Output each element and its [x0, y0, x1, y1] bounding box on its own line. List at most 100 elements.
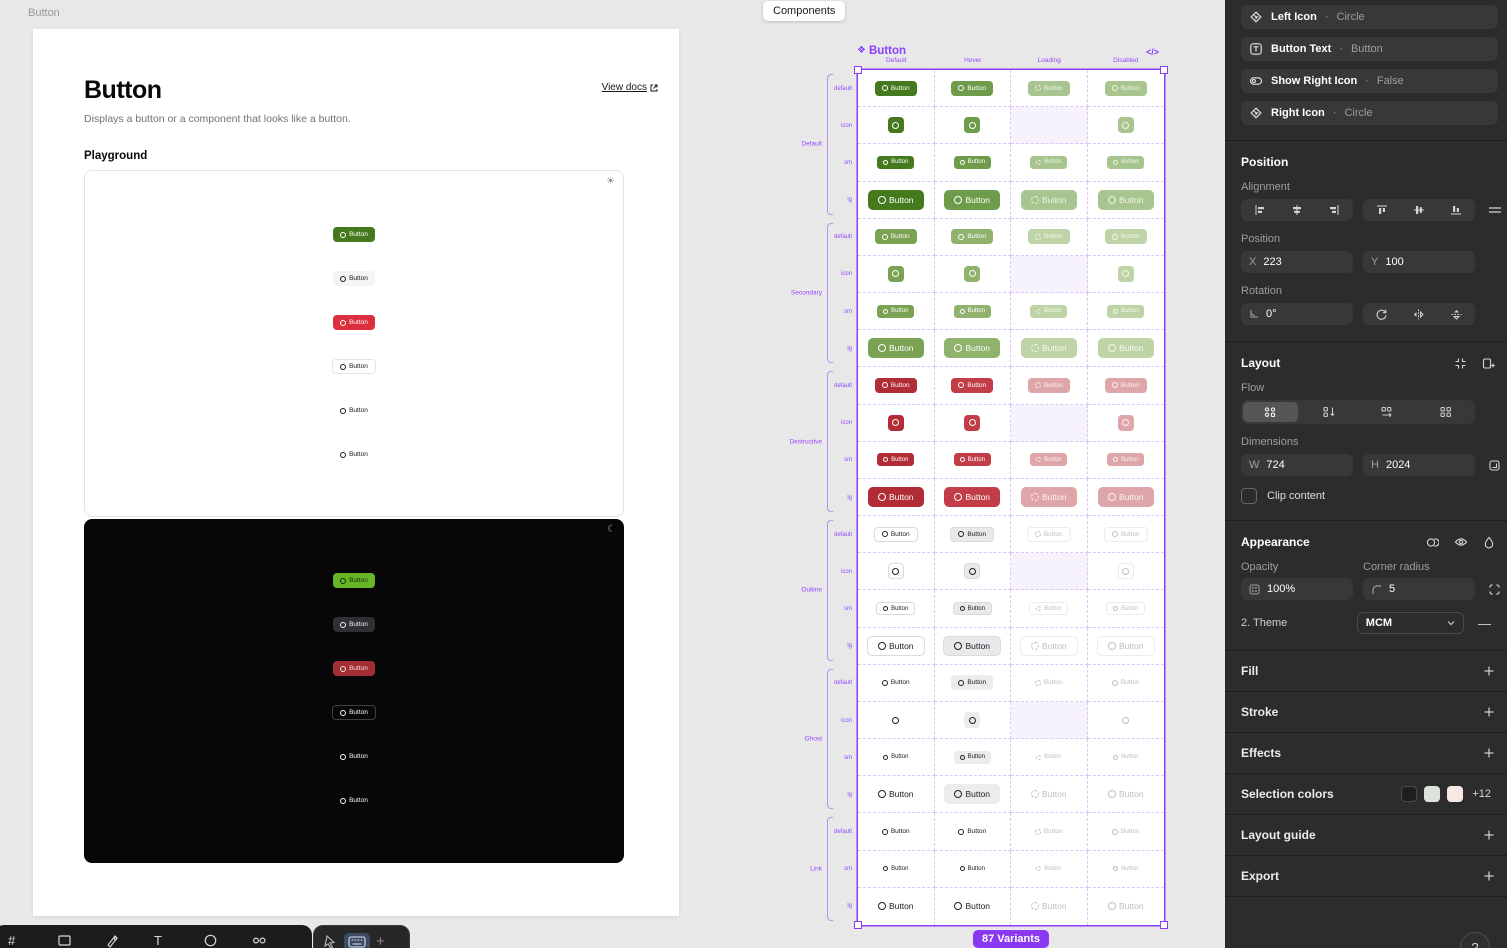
playground-button-secondary[interactable]: Button — [333, 617, 375, 632]
theme-dropdown[interactable]: MCM — [1356, 612, 1464, 634]
row-label-sm[interactable]: sm — [844, 457, 852, 464]
variant-button-outline-lg-loading[interactable]: Button — [1019, 635, 1078, 656]
variant-button-primary-default-loading[interactable]: Button — [1027, 80, 1070, 96]
variant-button-primary-lg-loading[interactable]: Button — [1020, 189, 1077, 210]
variant-button-destructive-lg-default[interactable]: Button — [867, 486, 924, 507]
row-label-icon[interactable]: icon — [840, 568, 852, 575]
variant-button-destructive-sm-disabled[interactable]: Button — [1107, 453, 1145, 467]
variant-button-ghost-default-default[interactable]: Button — [875, 675, 917, 690]
row-label-icon[interactable]: icon — [840, 420, 852, 427]
variant-button-primary-default-hover[interactable]: Button — [951, 80, 994, 96]
playground-button-link[interactable]: Button — [333, 793, 375, 808]
component-property-show-right-icon[interactable]: Show Right Icon · False — [1241, 69, 1498, 93]
variant-button-destructive-icon-hover[interactable] — [964, 414, 981, 431]
add-auto-layout-icon[interactable] — [1482, 357, 1495, 370]
variant-button-destructive-sm-default[interactable]: Button — [877, 453, 915, 467]
text-tool-icon[interactable]: T — [154, 933, 162, 948]
variant-button-destructive-default-loading[interactable]: Button — [1027, 377, 1070, 393]
variant-button-primary-icon-hover[interactable] — [964, 117, 981, 134]
variant-button-destructive-icon-default[interactable] — [887, 414, 904, 431]
variant-button-outline-icon-default[interactable] — [887, 563, 904, 580]
row-label-lg[interactable]: lg — [847, 643, 852, 650]
variant-button-link-lg-disabled[interactable]: Button — [1098, 896, 1154, 916]
variant-button-secondary-lg-loading[interactable]: Button — [1020, 338, 1077, 359]
variant-button-outline-sm-disabled[interactable]: Button — [1106, 602, 1146, 615]
variant-button-ghost-default-disabled[interactable]: Button — [1105, 675, 1147, 690]
remove-theme-icon[interactable]: — — [1478, 615, 1491, 631]
variant-button-primary-sm-default[interactable]: Button — [877, 155, 915, 169]
align-top-icon[interactable] — [1376, 204, 1388, 216]
variant-button-secondary-icon-disabled[interactable] — [1117, 265, 1134, 282]
variant-button-destructive-lg-loading[interactable]: Button — [1020, 486, 1077, 507]
group-label-outline[interactable]: Outline — [801, 586, 822, 594]
opacity-field[interactable]: 100% — [1241, 578, 1353, 600]
tidy-up-icon[interactable] — [1488, 204, 1502, 216]
row-label-lg[interactable]: lg — [847, 197, 852, 204]
variant-button-secondary-sm-loading[interactable]: Button — [1030, 304, 1068, 318]
row-label-icon[interactable]: icon — [840, 717, 852, 724]
add-layout-guide-icon[interactable] — [1483, 829, 1495, 841]
variant-button-destructive-default-disabled[interactable]: Button — [1104, 377, 1147, 393]
constrain-proportions-icon[interactable] — [1488, 459, 1501, 472]
selection-handle[interactable] — [1160, 921, 1168, 929]
add-export-icon[interactable] — [1483, 870, 1495, 882]
variant-button-destructive-default-hover[interactable]: Button — [951, 377, 994, 393]
variants-badge[interactable]: 87 Variants — [972, 930, 1050, 948]
variant-button-primary-lg-hover[interactable]: Button — [944, 189, 1001, 210]
component-property-left-icon[interactable]: Left Icon · Circle — [1241, 5, 1498, 29]
row-label-default[interactable]: default — [833, 382, 852, 389]
align-left-icon[interactable] — [1254, 204, 1266, 216]
ellipse-tool-icon[interactable] — [203, 933, 252, 948]
variant-button-ghost-icon-disabled[interactable] — [1118, 712, 1134, 728]
sun-icon[interactable]: ☀ — [606, 176, 615, 187]
rotation-field[interactable]: 0° — [1241, 303, 1353, 325]
variant-button-link-default-hover[interactable]: Button — [951, 824, 993, 839]
group-label-destructive[interactable]: Destructive — [789, 438, 822, 446]
variant-button-link-sm-disabled[interactable]: Button — [1107, 862, 1144, 875]
variant-button-secondary-icon-default[interactable] — [887, 265, 904, 282]
variant-button-outline-sm-loading[interactable]: Button — [1029, 602, 1069, 615]
rectangle-tool-icon[interactable] — [57, 933, 106, 948]
component-set-title[interactable]: ❖ Button — [857, 45, 906, 57]
droplet-icon[interactable] — [1483, 536, 1495, 549]
variant-button-primary-icon-disabled[interactable] — [1117, 117, 1134, 134]
variant-button-outline-default-hover[interactable]: Button — [950, 526, 995, 542]
variant-button-link-lg-default[interactable]: Button — [868, 896, 924, 916]
row-label-default[interactable]: default — [833, 234, 852, 241]
frame-label-doc-page[interactable]: Button — [28, 7, 60, 19]
component-property-button-text[interactable]: Button Text · Button — [1241, 37, 1498, 61]
align-bottom-icon[interactable] — [1450, 204, 1462, 216]
pen-tool-icon[interactable] — [105, 933, 154, 948]
variant-button-destructive-default-default[interactable]: Button — [874, 377, 917, 393]
blend-mode-icon[interactable] — [1426, 536, 1439, 549]
state-header-hover[interactable]: Hover — [964, 57, 982, 64]
variant-button-primary-sm-loading[interactable]: Button — [1030, 155, 1068, 169]
more-colors-count[interactable]: +12 — [1472, 788, 1491, 800]
cursor-tool-icon[interactable] — [322, 933, 338, 948]
variant-button-outline-sm-default[interactable]: Button — [876, 602, 916, 615]
selection-handle[interactable] — [854, 66, 862, 74]
state-header-default[interactable]: Default — [885, 57, 907, 64]
variant-button-outline-default-loading[interactable]: Button — [1026, 526, 1071, 542]
variant-button-link-lg-hover[interactable]: Button — [944, 896, 1000, 916]
variant-button-ghost-icon-default[interactable] — [888, 712, 904, 728]
code-icon[interactable]: </> — [1146, 47, 1160, 57]
variant-button-destructive-sm-hover[interactable]: Button — [953, 453, 991, 467]
variant-button-outline-lg-disabled[interactable]: Button — [1096, 635, 1155, 656]
group-label-ghost[interactable]: Ghost — [804, 735, 822, 743]
variant-button-destructive-lg-hover[interactable]: Button — [944, 486, 1001, 507]
playground-button-link[interactable]: Button — [333, 447, 375, 462]
variant-button-primary-lg-disabled[interactable]: Button — [1097, 189, 1154, 210]
row-label-lg[interactable]: lg — [847, 494, 852, 501]
playground-button-outline[interactable]: Button — [332, 359, 376, 374]
group-label-link[interactable]: Link — [810, 865, 822, 873]
variant-button-ghost-lg-loading[interactable]: Button — [1021, 784, 1077, 804]
rotate-icon[interactable] — [1375, 308, 1388, 321]
playground-button-ghost[interactable]: Button — [333, 749, 375, 764]
align-horizontal-center-icon[interactable] — [1291, 204, 1303, 216]
row-label-default[interactable]: default — [833, 85, 852, 92]
playground-button-ghost[interactable]: Button — [333, 403, 375, 418]
shrink-to-fit-icon[interactable] — [1454, 357, 1467, 370]
variant-button-primary-default-disabled[interactable]: Button — [1104, 80, 1147, 96]
variant-button-primary-sm-disabled[interactable]: Button — [1107, 155, 1145, 169]
